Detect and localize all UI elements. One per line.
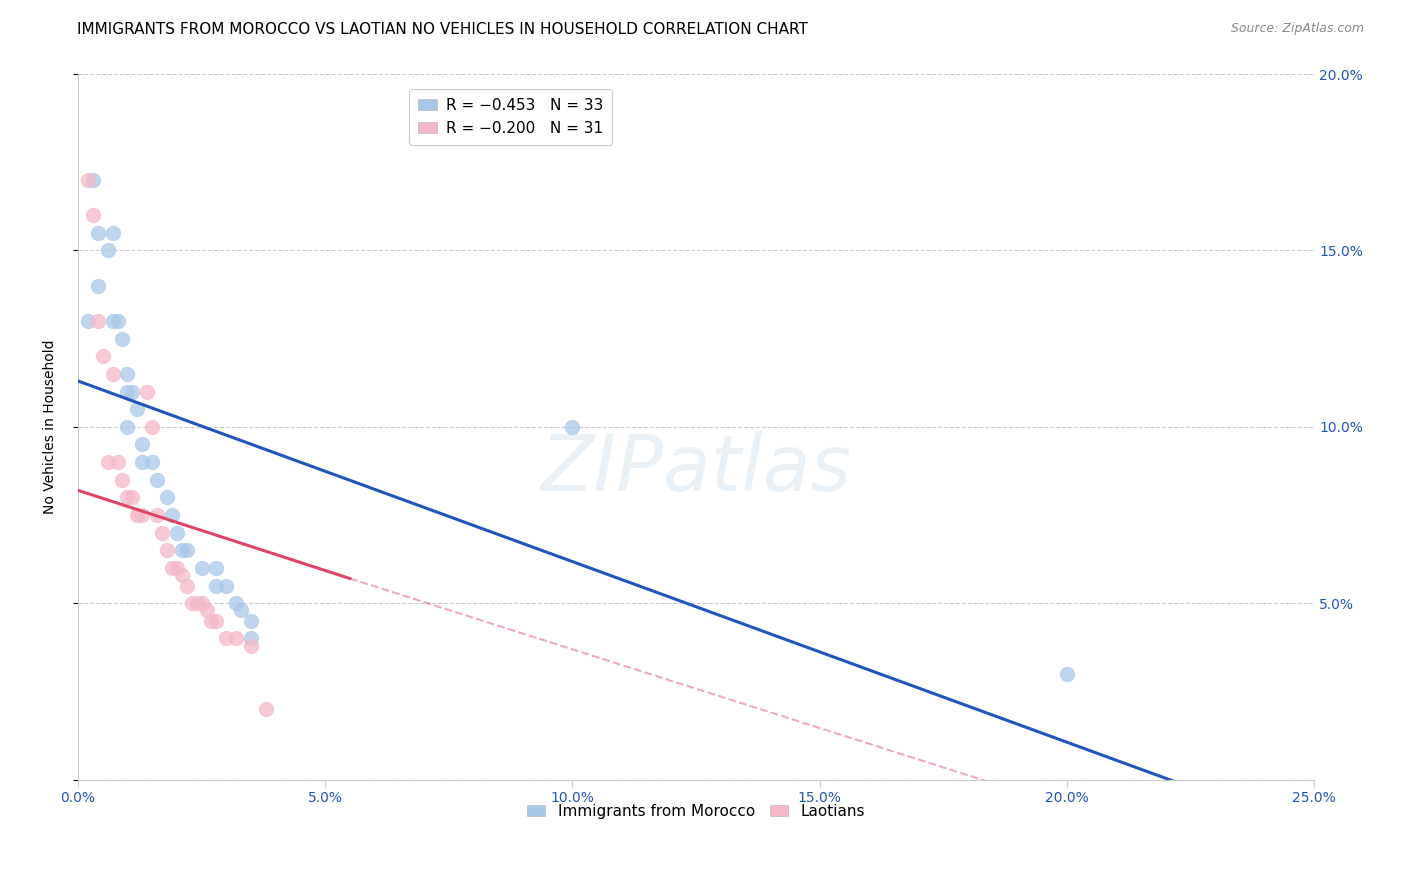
Point xyxy=(200,614,222,628)
Point xyxy=(146,508,169,522)
Text: ZIPatlas: ZIPatlas xyxy=(541,431,852,508)
Point xyxy=(146,473,169,487)
Point xyxy=(127,508,149,522)
Point xyxy=(176,578,198,592)
Point xyxy=(170,543,193,558)
Point xyxy=(91,349,114,363)
Point xyxy=(117,367,139,381)
Point xyxy=(215,632,238,646)
Point xyxy=(141,419,163,434)
Point xyxy=(107,455,129,469)
Point xyxy=(101,314,124,328)
Point xyxy=(240,639,263,653)
Point xyxy=(231,603,253,617)
Point xyxy=(205,561,228,575)
Point xyxy=(205,614,228,628)
Point xyxy=(156,491,179,505)
Point xyxy=(225,632,247,646)
Point xyxy=(240,632,263,646)
Text: Source: ZipAtlas.com: Source: ZipAtlas.com xyxy=(1230,22,1364,36)
Point xyxy=(87,278,110,293)
Point xyxy=(1056,666,1078,681)
Point xyxy=(160,561,183,575)
Point xyxy=(254,702,277,716)
Point xyxy=(87,226,110,240)
Point xyxy=(97,455,120,469)
Point xyxy=(97,244,120,258)
Y-axis label: No Vehicles in Household: No Vehicles in Household xyxy=(44,340,58,514)
Point xyxy=(190,561,212,575)
Text: IMMIGRANTS FROM MOROCCO VS LAOTIAN NO VEHICLES IN HOUSEHOLD CORRELATION CHART: IMMIGRANTS FROM MOROCCO VS LAOTIAN NO VE… xyxy=(77,22,808,37)
Point xyxy=(111,332,134,346)
Point xyxy=(561,419,583,434)
Point xyxy=(225,596,247,610)
Point xyxy=(87,314,110,328)
Point xyxy=(160,508,183,522)
Point xyxy=(195,603,218,617)
Point xyxy=(127,402,149,417)
Point xyxy=(107,314,129,328)
Point xyxy=(131,508,153,522)
Point xyxy=(121,491,143,505)
Point xyxy=(101,226,124,240)
Legend: Immigrants from Morocco, Laotians: Immigrants from Morocco, Laotians xyxy=(520,797,872,825)
Point xyxy=(141,455,163,469)
Point xyxy=(82,173,104,187)
Point xyxy=(131,455,153,469)
Point xyxy=(180,596,202,610)
Point xyxy=(156,543,179,558)
Point xyxy=(82,208,104,222)
Point xyxy=(76,173,98,187)
Point xyxy=(76,314,98,328)
Point xyxy=(101,367,124,381)
Point xyxy=(117,384,139,399)
Point xyxy=(117,419,139,434)
Point xyxy=(205,578,228,592)
Point xyxy=(186,596,208,610)
Point xyxy=(166,561,188,575)
Point xyxy=(240,614,263,628)
Point xyxy=(176,543,198,558)
Point xyxy=(111,473,134,487)
Point xyxy=(166,525,188,540)
Point xyxy=(136,384,159,399)
Point xyxy=(117,491,139,505)
Point xyxy=(170,568,193,582)
Point xyxy=(131,437,153,451)
Point xyxy=(215,578,238,592)
Point xyxy=(121,384,143,399)
Point xyxy=(190,596,212,610)
Point xyxy=(150,525,173,540)
